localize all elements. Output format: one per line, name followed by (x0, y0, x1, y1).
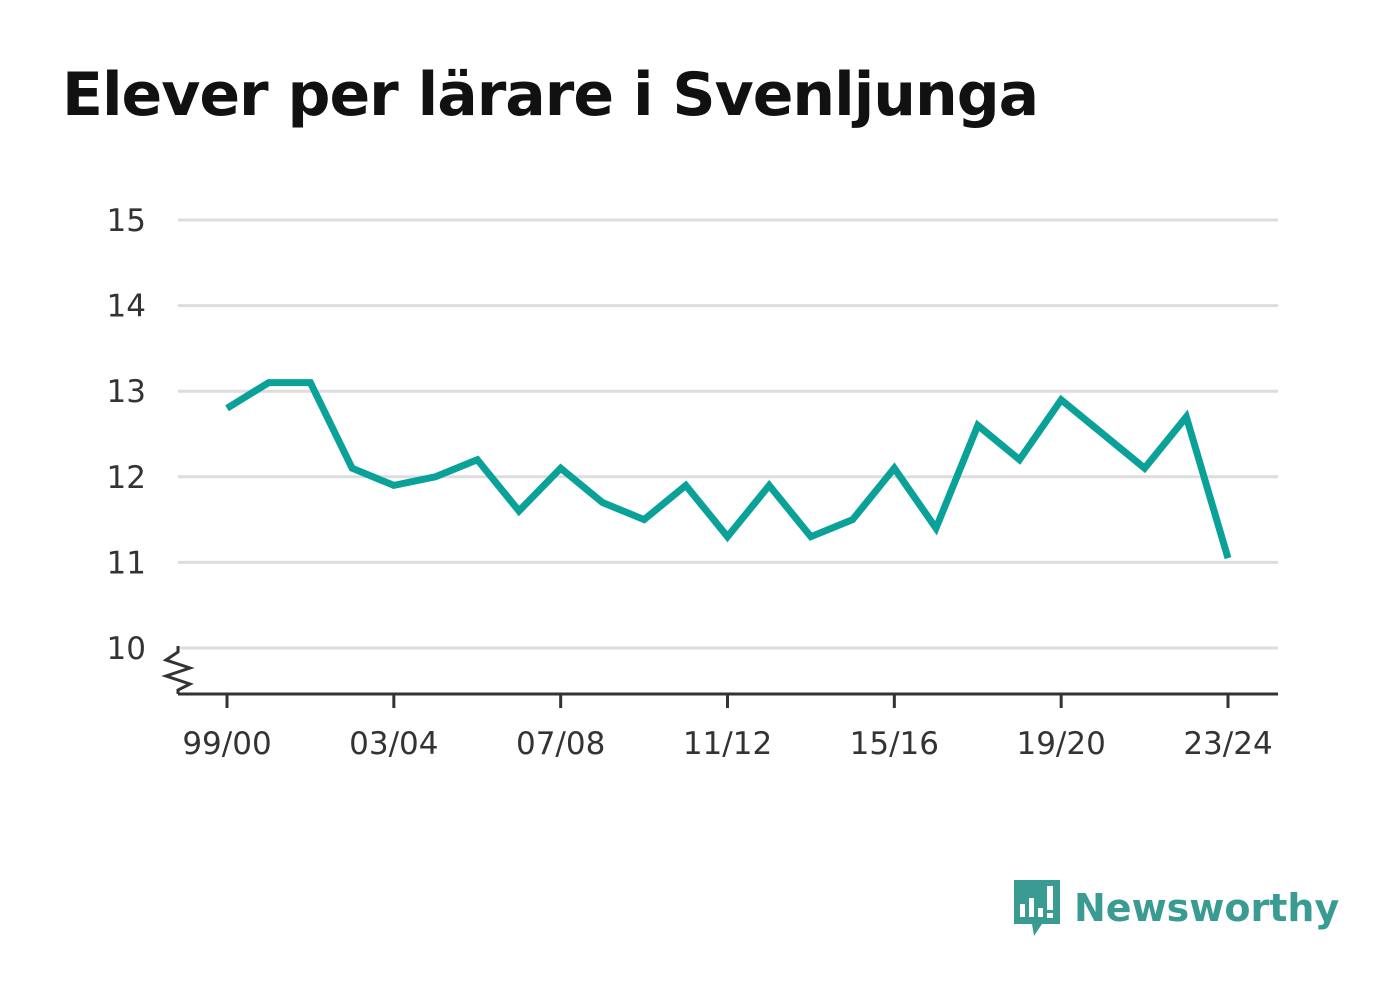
x-tick-label: 11/12 (683, 726, 772, 762)
x-tick-label: 19/20 (1016, 726, 1105, 762)
x-tick-label: 07/08 (516, 726, 605, 762)
x-tick-label: 23/24 (1183, 726, 1272, 762)
y-tick-label: 10 (107, 631, 146, 667)
x-tick-label: 03/04 (349, 726, 438, 762)
y-tick-label: 14 (107, 289, 146, 325)
x-axis (161, 646, 1278, 696)
series-line (225, 379, 1232, 560)
x-tick-label: 15/16 (850, 726, 939, 762)
grid-lines (178, 218, 1278, 650)
newsworthy-logo: Newsworthy (1012, 878, 1339, 938)
brand-name: Newsworthy (1074, 886, 1340, 930)
y-tick-label: 12 (107, 460, 146, 496)
y-axis-ticks: 10 11 12 13 14 15 (107, 203, 146, 667)
x-tick-label: 99/00 (182, 726, 271, 762)
series-group (225, 379, 1232, 560)
y-tick-label: 11 (107, 545, 146, 581)
chart-title: Elever per lärare i Svenljunga (62, 60, 1039, 130)
y-tick-label: 13 (107, 374, 146, 410)
y-axis-break-mark (161, 646, 195, 694)
newsworthy-logo-icon (1014, 880, 1060, 936)
y-tick-label: 15 (107, 203, 146, 239)
x-axis-ticks: 99/00 03/04 07/08 11/12 15/16 19/20 23/24 (182, 694, 1273, 762)
